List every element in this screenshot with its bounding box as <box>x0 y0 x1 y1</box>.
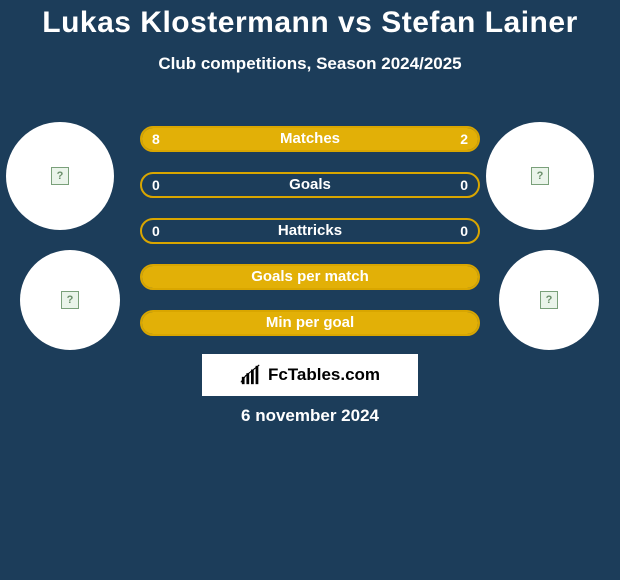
page-title: Lukas Klostermann vs Stefan Lainer <box>0 0 620 40</box>
bar-label: Matches <box>142 128 478 150</box>
broken-image-icon <box>61 291 79 309</box>
bar-value-right: 0 <box>460 220 468 242</box>
avatar-club-left <box>20 250 120 350</box>
bar-label: Min per goal <box>142 312 478 334</box>
broken-image-icon <box>531 167 549 185</box>
bar-hattricks: 0 Hattricks 0 <box>140 218 480 244</box>
avatar-player-left <box>6 122 114 230</box>
bar-value-right: 0 <box>460 174 468 196</box>
brand-text: FcTables.com <box>268 365 380 385</box>
avatar-player-right <box>486 122 594 230</box>
bar-min-per-goal: Min per goal <box>140 310 480 336</box>
bar-goals: 0 Goals 0 <box>140 172 480 198</box>
bar-chart-icon <box>240 364 262 386</box>
subtitle: Club competitions, Season 2024/2025 <box>0 54 620 74</box>
comparison-bars: 8 Matches 2 0 Goals 0 0 Hattricks 0 Goal… <box>140 126 480 356</box>
bar-matches: 8 Matches 2 <box>140 126 480 152</box>
broken-image-icon <box>51 167 69 185</box>
broken-image-icon <box>540 291 558 309</box>
date-text: 6 november 2024 <box>0 406 620 426</box>
bar-label: Goals <box>142 174 478 196</box>
comparison-infographic: Lukas Klostermann vs Stefan Lainer Club … <box>0 0 620 580</box>
bar-value-right: 2 <box>460 128 468 150</box>
avatar-club-right <box>499 250 599 350</box>
bar-goals-per-match: Goals per match <box>140 264 480 290</box>
fctables-logo: FcTables.com <box>202 354 418 396</box>
bar-label: Hattricks <box>142 220 478 242</box>
bar-label: Goals per match <box>142 266 478 288</box>
